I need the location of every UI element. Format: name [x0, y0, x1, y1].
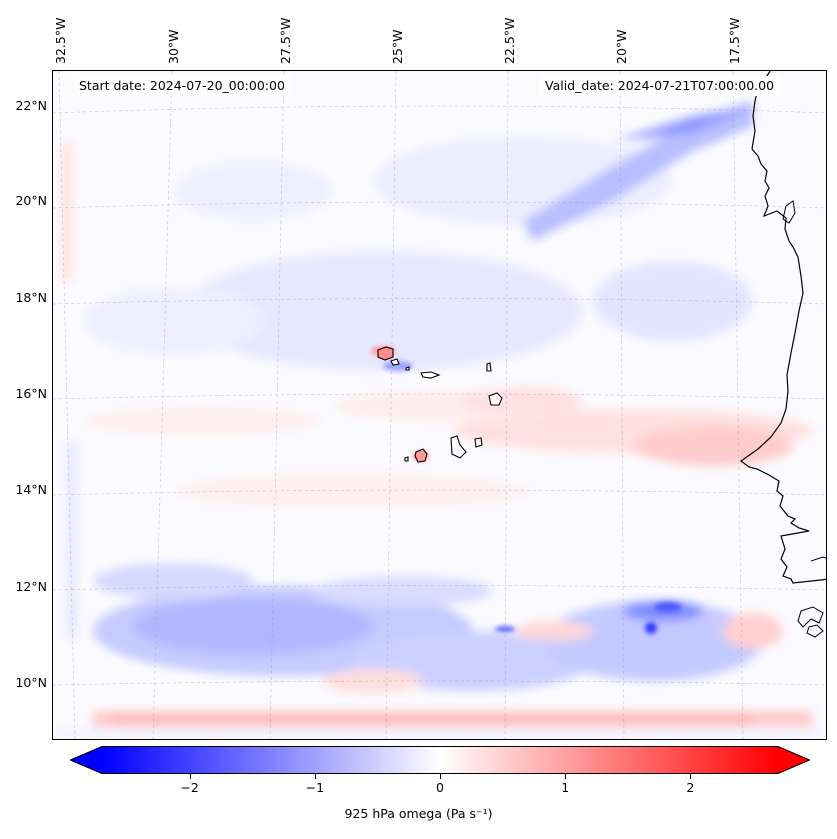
- colorbar-outline: [70, 746, 810, 774]
- start-date-label: Start date: 2024-07-20_00:00:00: [73, 76, 291, 96]
- colorbar-tick-label: 2: [686, 780, 695, 795]
- bijagos-islands: [797, 606, 824, 628]
- latitude-label: 12°N: [15, 579, 47, 594]
- colorbar-tick: [314, 774, 316, 779]
- latitude-label: 20°N: [15, 193, 47, 208]
- gridlines: [53, 71, 826, 739]
- longitude-label: 20°W: [614, 29, 629, 64]
- latitude-label: 14°N: [15, 482, 47, 497]
- colorbar-tick: [565, 774, 567, 779]
- colorbar-tick: [440, 774, 441, 779]
- colorbar-low-extend: [70, 746, 102, 774]
- omega-shading: [53, 101, 826, 739]
- longitude-label: 17.5°W: [727, 17, 742, 64]
- longitude-label: 25°W: [390, 29, 405, 64]
- latitude-label: 22°N: [15, 98, 47, 113]
- longitude-label: 32.5°W: [53, 17, 68, 64]
- colorbar-tick-label: 1: [561, 780, 570, 795]
- gambia-border: [810, 556, 826, 562]
- latitude-label: 18°N: [15, 290, 47, 305]
- coastal-inlet: [782, 200, 796, 224]
- longitude-label: 22.5°W: [502, 17, 517, 64]
- latitude-label: 10°N: [15, 675, 47, 690]
- colorbar-high-extend: [778, 746, 810, 774]
- longitude-label: 30°W: [166, 29, 181, 64]
- cape-verde-islands: [377, 346, 503, 463]
- coastal-islet: [806, 624, 824, 638]
- colorbar-tick: [690, 774, 692, 779]
- valid-date-label: Valid_date: 2024-07-21T07:00:00.00: [539, 76, 781, 96]
- colorbar-title: 925 hPa omega (Pa s⁻¹): [344, 806, 493, 821]
- colorbar: [70, 746, 810, 774]
- longitude-label: 27.5°W: [278, 17, 293, 64]
- omega-field-map: [53, 71, 826, 739]
- colorbar-tick-label: −1: [305, 780, 325, 795]
- colorbar-gradient: [102, 746, 778, 774]
- latitude-label: 16°N: [15, 386, 47, 401]
- colorbar-tick: [189, 774, 191, 779]
- colorbar-tick-label: −2: [180, 780, 199, 795]
- africa-coastline: [739, 71, 826, 584]
- map-panel[interactable]: [52, 70, 827, 740]
- colorbar-tick-label: 0: [436, 780, 444, 795]
